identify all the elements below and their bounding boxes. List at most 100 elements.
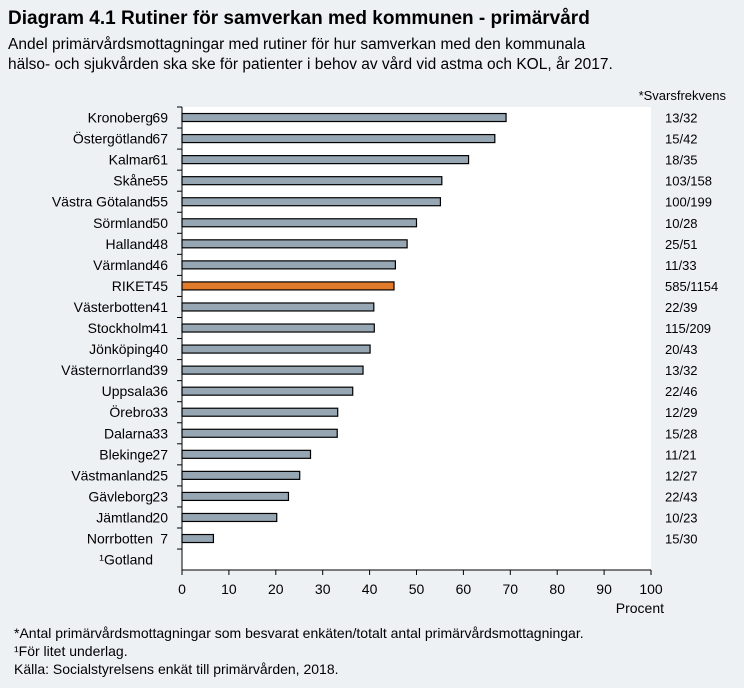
value-label: 27 [152,446,168,462]
category-label: Östergötland [73,130,153,147]
category-label: Halland [106,236,153,252]
x-tick-label: 60 [456,581,472,597]
value-label: 36 [152,383,168,399]
response-rate-label: 103/158 [665,174,712,189]
bar [181,407,339,417]
value-label: 55 [152,173,168,189]
category-label: Norrbotten [87,531,153,547]
value-label: 33 [152,425,168,441]
value-label: 40 [152,341,168,357]
x-tick-label: 100 [639,581,663,597]
response-rate-label: 18/35 [665,153,698,168]
value-label: 41 [152,299,168,315]
bar [181,512,278,523]
value-label: 25 [152,467,168,483]
source-note: Källa: Socialstyrelsens enkät till primä… [14,661,339,677]
value-label: 55 [152,194,168,210]
category-label: Stockholm [88,320,153,336]
x-tick-label: 20 [268,581,284,597]
category-label: RIKET [112,278,154,294]
value-label: 20 [152,509,168,525]
bar [181,428,338,438]
response-rate-label: 20/43 [665,342,698,357]
response-rate-header: *Svarsfrekvens [638,88,726,103]
chart-subtitle: Andel primärvårdsmottagningar med rutine… [8,35,738,75]
bar [181,344,371,354]
bar [181,323,375,333]
value-label: 61 [152,152,168,168]
category-label: Örebro [109,403,153,420]
response-rate-label: 11/21 [665,447,697,462]
bar [181,133,496,144]
category-label: Sörmland [93,215,153,231]
response-rate-label: 12/27 [665,468,698,483]
chart-title: Diagram 4.1 Rutiner för samverkan med ko… [8,8,590,29]
category-label: Västerbotten [74,299,153,315]
bar [181,176,443,186]
value-label: 46 [152,257,168,273]
response-rate-label: 100/199 [665,195,712,210]
response-rate-label: 10/23 [665,510,698,525]
category-label: Värmland [93,257,153,273]
x-tick-label: 40 [362,581,378,597]
response-rate-label: 585/1154 [665,279,718,294]
category-label: ¹Gotland [99,552,153,568]
bar [181,449,312,459]
category-label: Jämtland [96,509,153,525]
bar [181,155,470,165]
bar [181,533,215,544]
category-label: Kalmar [109,152,154,168]
bar [181,281,395,291]
subtitle-line-2: hälso- och sjukvården ska ske för patien… [8,56,613,73]
response-rate-label: 115/209 [665,321,711,336]
x-tick-label: 70 [503,581,519,597]
response-rate-label: 15/28 [665,426,698,441]
category-label: Dalarna [104,425,153,441]
response-rate-label: 25/51 [665,237,698,252]
x-tick-label: 50 [409,581,425,597]
bar [181,365,364,375]
category-label: Västernorrland [61,362,153,378]
response-rate-label: 13/32 [665,111,698,126]
footnote-small-sample: ¹För litet underlag. [14,643,128,659]
x-tick-label: 80 [549,581,565,597]
value-label: 48 [152,236,168,252]
value-label: 67 [152,131,168,147]
subtitle-line-1: Andel primärvårdsmottagningar med rutine… [8,36,586,53]
response-rate-label: 22/39 [665,300,698,315]
bar [181,239,408,249]
value-label: 41 [152,320,168,336]
x-tick-label: 0 [178,581,186,597]
x-tick-label: 90 [596,581,612,597]
value-label: 7 [160,531,168,547]
category-label: Gävleborg [88,488,153,504]
response-rate-label: 15/30 [665,532,698,547]
category-label: Kronoberg [88,110,153,126]
bar [181,260,396,270]
value-label: 50 [152,215,168,231]
response-rate-label: 13/32 [665,363,698,378]
response-rate-label: 22/43 [665,489,698,504]
response-rate-label: 10/28 [665,216,698,231]
x-tick-label: 30 [315,581,331,597]
category-label: Västra Götaland [52,194,153,210]
bar [181,491,290,502]
value-label: 45 [152,278,168,294]
response-rate-label: 22/46 [665,384,698,399]
bar [181,112,507,123]
x-axis-label: Procent [616,600,664,616]
value-label: 23 [152,488,168,504]
value-label: 39 [152,362,168,378]
bar [181,197,442,207]
bar [181,302,375,312]
value-label: 69 [152,110,168,126]
category-label: Skåne [113,173,153,189]
category-label: Uppsala [102,383,154,399]
category-label: Jönköping [89,341,153,357]
bar [181,470,301,480]
response-rate-label: 15/42 [665,132,698,147]
footnote-response-rate: *Antal primärvårdsmottagningar som besva… [14,625,584,641]
bar [181,386,354,396]
category-label: Västmanland [71,467,153,483]
